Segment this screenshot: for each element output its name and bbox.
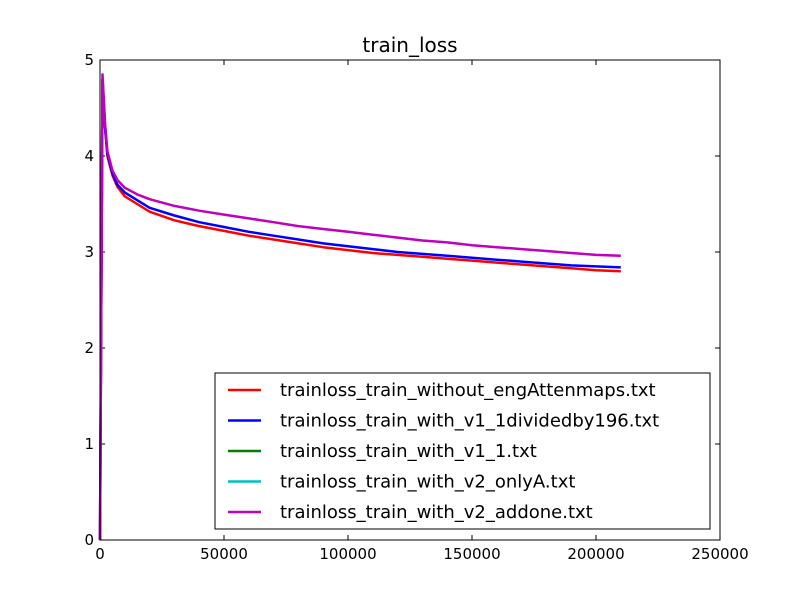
- y-tick-label: 5: [84, 51, 94, 69]
- y-tick-label: 3: [84, 243, 94, 261]
- chart-title: train_loss: [362, 33, 457, 57]
- plot-frame: [99, 59, 721, 541]
- y-tick-label: 1: [84, 435, 94, 453]
- x-tick-label: 150000: [443, 545, 500, 563]
- legend-label: trainloss_train_with_v1_1dividedby196.tx…: [280, 411, 659, 432]
- x-tick-label: 0: [95, 545, 105, 563]
- y-tick-label: 2: [84, 339, 94, 357]
- series-line-2: [98, 77, 621, 541]
- y-tick-label: 4: [84, 147, 94, 165]
- x-tick-label: 100000: [319, 545, 376, 563]
- legend-label: trainloss_train_with_v2_onlyA.txt: [280, 472, 575, 493]
- legend: trainloss_train_without_engAttenmaps.txt…: [214, 372, 711, 530]
- series-line-5: [98, 73, 621, 541]
- axis-ticks: 0 50000 100000 150000 200000 250000 0 1 2 3 4 5: [84, 51, 748, 563]
- x-tick-label: 200000: [567, 545, 624, 563]
- x-tick-label: 50000: [200, 545, 248, 563]
- x-tick-label: 250000: [691, 545, 748, 563]
- legend-label: trainloss_train_with_v2_addone.txt: [280, 502, 593, 523]
- series-lines: [98, 73, 621, 541]
- legend-box: [214, 372, 711, 530]
- y-tick-label: 0: [84, 531, 94, 549]
- legend-label: trainloss_train_without_engAttenmaps.txt: [280, 380, 656, 401]
- legend-label: trainloss_train_with_v1_1.txt: [280, 441, 537, 462]
